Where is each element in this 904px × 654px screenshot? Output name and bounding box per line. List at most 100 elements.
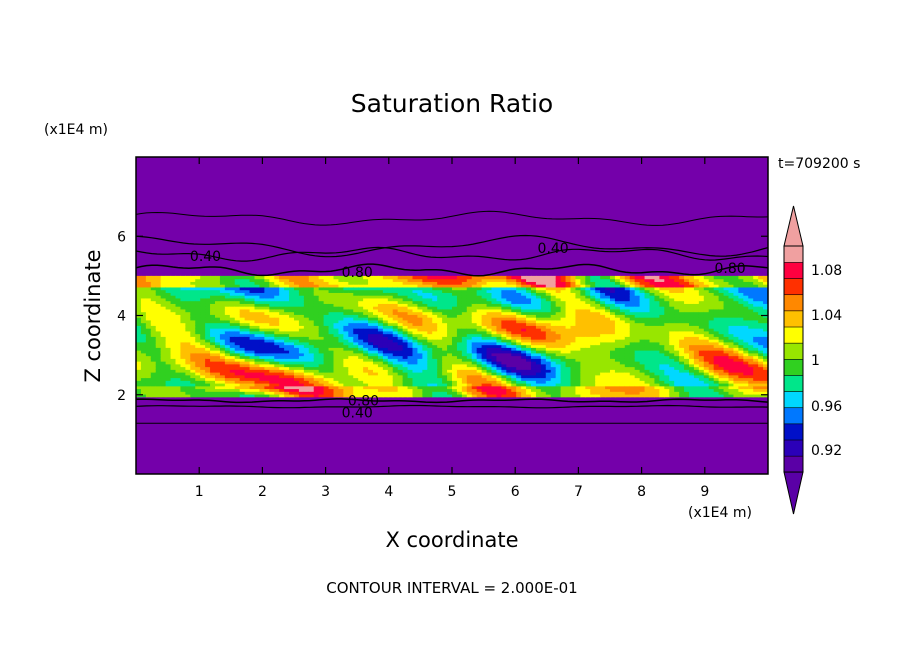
field-cell — [634, 314, 641, 318]
field-cell — [234, 289, 241, 293]
field-cell — [180, 369, 186, 373]
field-cell — [506, 347, 512, 351]
field-cell — [210, 355, 216, 359]
field-cell — [264, 344, 270, 348]
field-cell — [205, 278, 211, 282]
field-cell — [195, 369, 201, 373]
field-cell — [550, 352, 557, 357]
field-cell — [545, 339, 552, 343]
field-cell — [343, 319, 349, 324]
field-cell — [516, 333, 522, 337]
field-cell — [437, 347, 443, 351]
field-cell — [284, 292, 290, 296]
field-cell — [294, 281, 300, 285]
field-cell — [664, 393, 670, 398]
field-cell — [328, 300, 335, 304]
field-cell — [481, 333, 488, 337]
field-cell — [531, 350, 537, 354]
field-cell — [521, 374, 527, 379]
field-cell — [427, 292, 433, 296]
field-cell — [328, 355, 335, 359]
field-cell — [575, 383, 581, 387]
field-cell — [535, 366, 542, 370]
field-cell — [254, 341, 261, 346]
field-cell — [155, 339, 162, 343]
field-cell — [491, 295, 498, 299]
field-cell — [535, 393, 542, 398]
field-cell — [545, 295, 552, 299]
field-cell — [585, 341, 591, 346]
field-cell — [338, 281, 344, 285]
field-cell — [338, 308, 344, 313]
field-cell — [689, 295, 695, 299]
field-cell — [338, 319, 344, 324]
field-cell — [224, 393, 231, 398]
field-cell — [259, 377, 265, 381]
field-cell — [610, 289, 616, 293]
field-cell — [175, 388, 182, 392]
field-cell — [343, 281, 349, 285]
field-cell — [521, 361, 527, 365]
field-cell — [294, 383, 300, 387]
field-cell — [550, 330, 557, 335]
field-cell — [624, 275, 631, 280]
field-cell — [669, 317, 675, 321]
field-cell — [417, 297, 423, 302]
field-cell — [575, 361, 581, 365]
field-cell — [348, 303, 354, 307]
field-cell — [353, 328, 359, 332]
field-cell — [501, 311, 507, 315]
field-cell — [289, 352, 295, 357]
field-cell — [619, 275, 626, 280]
field-cell — [328, 333, 335, 337]
field-cell — [570, 284, 577, 288]
field-cell — [466, 297, 473, 302]
field-cell — [353, 344, 359, 348]
field-cell — [585, 295, 591, 299]
field-cell — [274, 391, 280, 395]
field-cell — [392, 303, 399, 307]
field-cell — [200, 369, 206, 373]
field-cell — [659, 317, 665, 321]
field-cell — [471, 333, 478, 337]
field-cell — [664, 303, 670, 307]
field-cell — [456, 333, 463, 337]
field-cell — [140, 388, 147, 392]
field-cell — [200, 292, 206, 296]
field-cell — [190, 284, 196, 288]
field-cell — [605, 289, 611, 293]
field-cell — [639, 339, 646, 343]
field-cell — [368, 281, 374, 285]
field-cell — [417, 319, 423, 324]
field-cell — [639, 336, 646, 340]
field-cell — [521, 366, 527, 370]
field-cell — [407, 284, 414, 288]
field-cell — [432, 319, 438, 324]
field-cell — [190, 295, 196, 299]
field-cell — [545, 319, 552, 324]
field-cell — [664, 317, 670, 321]
field-cell — [417, 322, 423, 326]
field-cell — [427, 308, 433, 313]
field-cell — [333, 350, 340, 354]
field-cell — [348, 341, 354, 346]
field-cell — [535, 325, 542, 329]
field-cell — [136, 328, 142, 332]
field-cell — [689, 317, 695, 321]
field-cell — [600, 286, 606, 291]
field-cell — [353, 341, 359, 346]
field-cell — [303, 366, 310, 370]
field-cell — [511, 300, 517, 304]
field-cell — [407, 393, 414, 398]
field-cell — [595, 358, 601, 362]
field-cell — [629, 361, 636, 365]
field-cell — [234, 330, 241, 335]
field-cell — [437, 352, 443, 357]
field-cell — [308, 286, 315, 291]
field-cell — [526, 322, 532, 326]
field-cell — [456, 292, 463, 296]
field-cell — [447, 286, 453, 291]
field-cell — [397, 278, 404, 282]
field-cell — [328, 377, 335, 381]
field-cell — [353, 317, 359, 321]
